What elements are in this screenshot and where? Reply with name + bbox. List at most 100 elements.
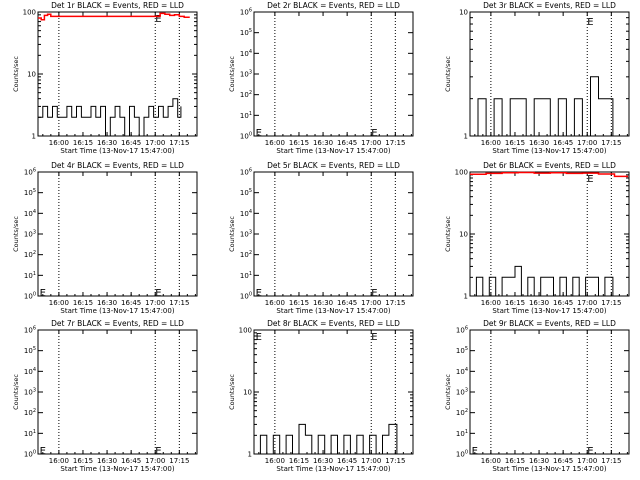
x-tick-label: 16:30	[97, 139, 117, 147]
event-marker: E	[587, 174, 593, 185]
x-tick-label: 17:00	[361, 299, 381, 307]
y-tick-label: 100	[240, 132, 252, 141]
y-tick-label: 100	[24, 292, 36, 301]
x-tick-label: 17:15	[385, 457, 405, 465]
chart-title: Det 7r BLACK = Events, RED = LLD	[51, 319, 184, 328]
y-axis-label: Counts/sec	[228, 374, 236, 410]
y-axis-label: Counts/sec	[228, 216, 236, 252]
y-tick-label: 106	[240, 8, 252, 17]
y-tick-label: 100	[24, 450, 36, 459]
x-tick-label: 16:15	[289, 457, 309, 465]
lld-series-line	[38, 12, 190, 21]
chart-title: Det 5r BLACK = Events, RED = LLD	[267, 161, 400, 170]
chart-title: Det 8r BLACK = Events, RED = LLD	[267, 319, 400, 328]
y-axis-label: Counts/sec	[12, 374, 20, 410]
y-tick-label: 102	[240, 250, 252, 259]
y-tick-label: 10	[459, 231, 468, 239]
y-tick-label: 101	[456, 429, 468, 438]
x-axis-label: Start Time (13-Nov-17 15:47:00)	[492, 307, 606, 315]
event-marker: E	[371, 332, 377, 343]
y-tick-label: 104	[24, 209, 36, 218]
x-tick-label: 17:00	[361, 457, 381, 465]
plot-frame	[469, 11, 630, 137]
y-tick-label: 106	[24, 168, 36, 177]
x-tick-label: 16:45	[337, 139, 357, 147]
chart-panel: Det 1r BLACK = Events, RED = LLD 1 10 100 16…	[12, 1, 198, 155]
x-tick-label: 17:15	[385, 139, 405, 147]
event-marker: E	[587, 446, 593, 457]
chart-panel: Det 6r BLACK = Events, RED = LLD 1 10 100 16…	[444, 161, 630, 315]
x-tick-label: 16:00	[265, 299, 285, 307]
x-axis-label: Start Time (13-Nov-17 15:47:00)	[276, 465, 390, 473]
event-marker: E	[155, 446, 161, 457]
x-tick-label: 16:30	[97, 299, 117, 307]
x-tick-label: 16:30	[529, 457, 549, 465]
y-tick-label: 100	[239, 327, 252, 335]
x-axis-label: Start Time (13-Nov-17 15:47:00)	[492, 147, 606, 155]
events-series-line	[470, 76, 614, 137]
events-series-line	[38, 98, 182, 137]
x-tick-label: 16:15	[505, 299, 525, 307]
plot-frame	[37, 171, 198, 297]
y-tick-label: 1	[464, 133, 468, 141]
event-marker: E	[256, 128, 262, 139]
y-tick-label: 104	[240, 49, 252, 58]
x-tick-label: 17:00	[577, 457, 597, 465]
y-tick-label: 105	[456, 346, 468, 355]
y-tick-label: 100	[240, 292, 252, 301]
x-tick-label: 16:00	[481, 457, 501, 465]
y-tick-label: 100	[455, 169, 468, 177]
event-marker: E	[371, 128, 377, 139]
x-tick-label: 17:00	[361, 139, 381, 147]
chart-panel: Det 9r BLACK = Events, RED = LLD 100 101 10…	[444, 319, 630, 473]
x-tick-label: 16:00	[265, 457, 285, 465]
y-tick-label: 10	[243, 389, 252, 397]
y-tick-label: 103	[240, 70, 252, 79]
y-tick-label: 103	[456, 388, 468, 397]
chart-panel: Det 7r BLACK = Events, RED = LLD 100 101 10…	[12, 319, 198, 473]
x-tick-label: 16:30	[313, 457, 333, 465]
y-tick-label: 102	[240, 90, 252, 99]
y-tick-label: 103	[240, 230, 252, 239]
y-tick-label: 105	[24, 346, 36, 355]
events-series-line	[470, 265, 614, 297]
x-tick-label: 17:15	[169, 457, 189, 465]
x-tick-label: 16:15	[73, 299, 93, 307]
chart-panel: Det 3r BLACK = Events, RED = LLD 1 10 16:00…	[444, 1, 630, 155]
x-tick-label: 16:45	[121, 457, 141, 465]
y-axis-label: Counts/sec	[12, 56, 20, 92]
y-tick-label: 100	[23, 9, 36, 17]
lld-series-line	[470, 171, 629, 178]
x-tick-label: 17:15	[169, 299, 189, 307]
x-tick-label: 16:15	[505, 139, 525, 147]
x-tick-label: 16:30	[529, 139, 549, 147]
x-axis-label: Start Time (13-Nov-17 15:47:00)	[60, 465, 174, 473]
y-tick-label: 101	[24, 429, 36, 438]
event-marker: E	[40, 288, 46, 299]
x-tick-label: 16:30	[97, 457, 117, 465]
y-tick-label: 105	[24, 188, 36, 197]
x-tick-label: 16:15	[73, 139, 93, 147]
event-marker: E	[256, 288, 262, 299]
y-tick-label: 1	[248, 451, 252, 459]
event-marker: E	[256, 332, 262, 343]
x-tick-label: 16:00	[49, 139, 69, 147]
y-tick-label: 101	[24, 271, 36, 280]
x-tick-label: 16:45	[337, 457, 357, 465]
event-marker: E	[155, 288, 161, 299]
y-tick-label: 1	[32, 133, 36, 141]
x-tick-label: 16:15	[73, 457, 93, 465]
x-tick-label: 16:15	[289, 139, 309, 147]
x-axis-label: Start Time (13-Nov-17 15:47:00)	[60, 147, 174, 155]
y-tick-label: 10	[27, 71, 36, 79]
x-tick-label: 17:15	[169, 139, 189, 147]
x-axis-label: Start Time (13-Nov-17 15:47:00)	[60, 307, 174, 315]
y-tick-label: 102	[456, 408, 468, 417]
event-marker: E	[587, 17, 593, 28]
y-tick-label: 103	[24, 230, 36, 239]
x-tick-label: 17:00	[577, 139, 597, 147]
x-tick-label: 16:45	[121, 299, 141, 307]
x-tick-label: 16:30	[313, 299, 333, 307]
event-marker: E	[371, 288, 377, 299]
